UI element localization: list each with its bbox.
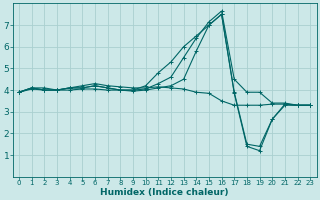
X-axis label: Humidex (Indice chaleur): Humidex (Indice chaleur) (100, 188, 229, 197)
